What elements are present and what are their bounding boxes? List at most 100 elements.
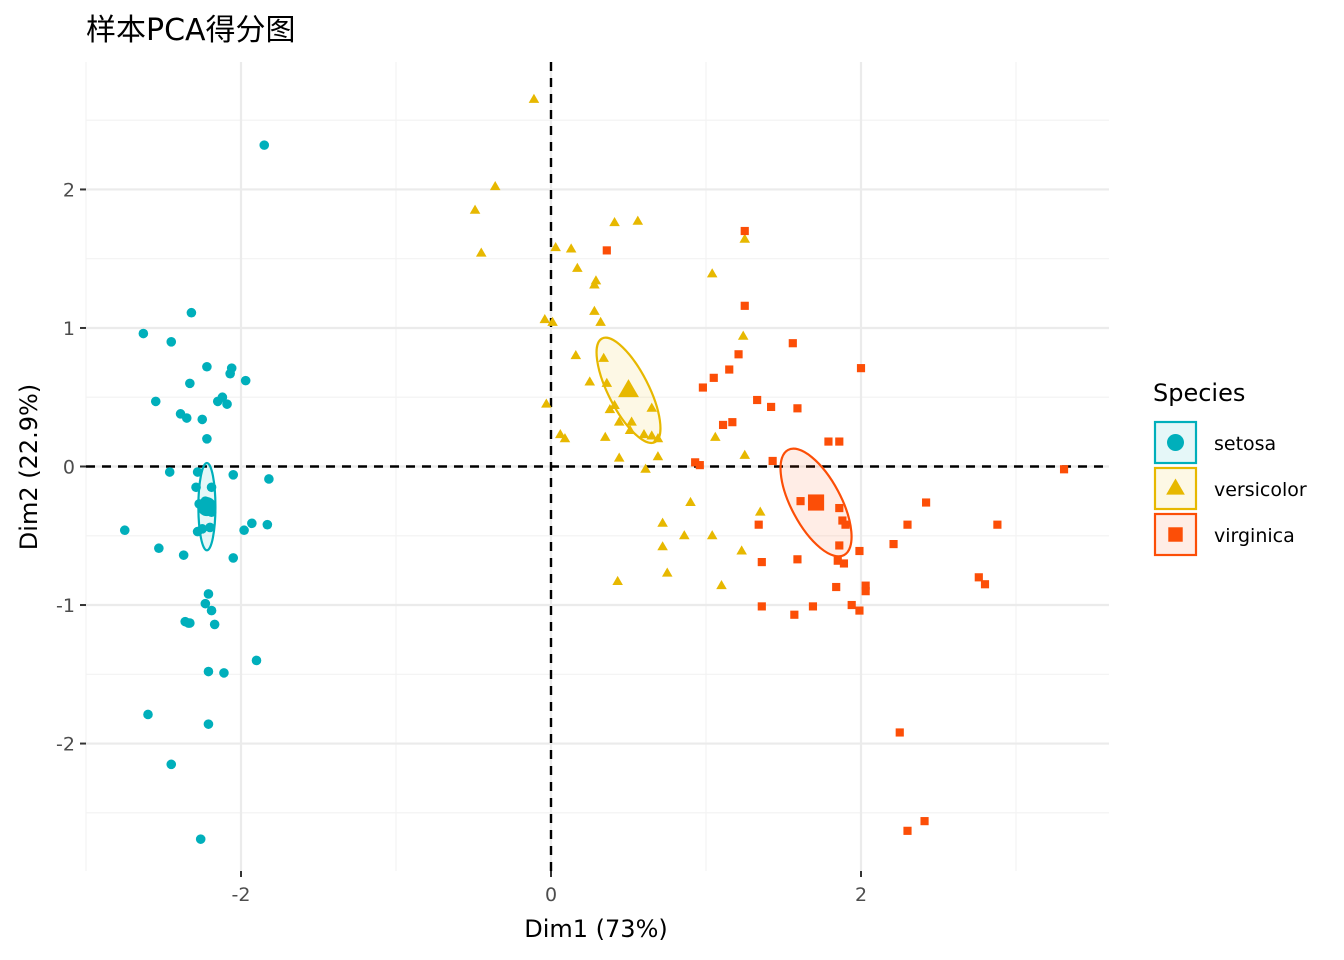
point-virginica [903, 826, 912, 835]
point-versicolor [565, 243, 577, 253]
point-setosa [209, 619, 220, 630]
point-virginica [790, 610, 799, 619]
point-setosa [200, 598, 211, 609]
centroid-virginica [807, 494, 825, 511]
group-centroids [197, 379, 825, 517]
point-setosa [212, 396, 223, 407]
point-setosa [228, 553, 239, 563]
point-setosa [166, 759, 177, 770]
point-versicolor [657, 541, 668, 551]
point-setosa [186, 307, 197, 318]
point-versicolor [652, 433, 664, 443]
point-versicolor [710, 431, 721, 441]
point-versicolor [541, 398, 552, 408]
point-versicolor [570, 350, 582, 360]
point-versicolor [736, 545, 747, 555]
x-axis: -2 0 2 [232, 871, 867, 906]
point-setosa [203, 589, 214, 599]
point-versicolor [613, 416, 625, 426]
point-virginica [695, 461, 704, 470]
point-virginica [980, 580, 990, 589]
legend: Species setosa versicolor virginica [1153, 379, 1307, 557]
point-versicolor [626, 416, 637, 426]
confidence-ellipses [197, 336, 853, 558]
point-versicolor [646, 402, 658, 412]
point-versicolor [584, 376, 596, 386]
point-setosa [192, 526, 203, 537]
point-versicolor [598, 352, 609, 362]
y-axis: -2 -1 0 1 2 [56, 179, 86, 756]
point-versicolor [706, 530, 718, 540]
point-versicolor [599, 431, 611, 441]
legend-title: Species [1153, 379, 1245, 407]
point-versicolor [638, 428, 650, 439]
point-versicolor [550, 241, 561, 252]
point-virginica [835, 541, 844, 550]
point-setosa [202, 361, 212, 372]
point-setosa [183, 618, 194, 628]
point-versicolor [539, 314, 551, 324]
point-virginica [895, 728, 904, 737]
point-virginica [839, 559, 849, 568]
point-virginica [835, 437, 844, 446]
x-axis-title: Dim1 (73%) [524, 915, 668, 943]
data-points [119, 93, 1069, 844]
point-setosa [138, 328, 149, 339]
point-virginica [855, 606, 864, 615]
point-setosa [202, 433, 212, 444]
point-virginica [754, 520, 763, 529]
point-versicolor [754, 506, 766, 516]
point-virginica [757, 558, 766, 567]
point-setosa [178, 550, 189, 560]
point-setosa [181, 413, 192, 423]
y-tick-label: 0 [63, 457, 75, 479]
point-virginica [833, 556, 842, 565]
point-virginica [855, 546, 864, 556]
point-virginica [718, 420, 728, 430]
point-setosa [195, 834, 206, 844]
point-setosa [191, 482, 201, 493]
point-virginica [838, 516, 847, 525]
point-versicolor [475, 247, 487, 257]
point-versicolor [661, 567, 673, 577]
point-virginica [993, 520, 1002, 529]
point-versicolor [613, 452, 625, 462]
point-versicolor [609, 217, 620, 227]
point-virginica [740, 226, 749, 236]
point-virginica [922, 498, 931, 507]
point-setosa [205, 522, 215, 533]
point-virginica [835, 503, 844, 513]
legend-label: virginica [1214, 525, 1295, 547]
point-versicolor [595, 316, 606, 326]
legend-label: versicolor [1214, 479, 1307, 501]
point-virginica [841, 520, 850, 529]
point-versicolor [679, 530, 690, 540]
point-versicolor [640, 463, 651, 473]
point-virginica [832, 582, 841, 592]
point-versicolor [632, 215, 644, 225]
point-setosa [239, 525, 249, 536]
point-setosa [247, 518, 257, 529]
y-axis-title: Dim2 (22.9%) [15, 384, 43, 550]
point-versicolor [716, 579, 727, 590]
point-virginica [920, 817, 929, 826]
point-versicolor [559, 433, 571, 443]
point-virginica [602, 246, 611, 255]
point-setosa [259, 140, 270, 150]
point-versicolor [589, 305, 600, 315]
point-versicolor [612, 575, 623, 585]
point-setosa [150, 396, 161, 407]
plot-panel [85, 62, 1109, 871]
point-versicolor [652, 451, 664, 461]
point-virginica [824, 437, 833, 446]
point-virginica [698, 383, 707, 392]
point-virginica [808, 602, 818, 611]
point-versicolor [572, 262, 583, 272]
point-setosa [225, 368, 235, 379]
point-versicolor [469, 204, 481, 214]
x-tick-label: -2 [232, 884, 251, 906]
legend-item-virginica: virginica [1153, 512, 1295, 557]
point-setosa [251, 655, 262, 666]
point-setosa [222, 399, 232, 409]
point-versicolor [739, 233, 751, 243]
